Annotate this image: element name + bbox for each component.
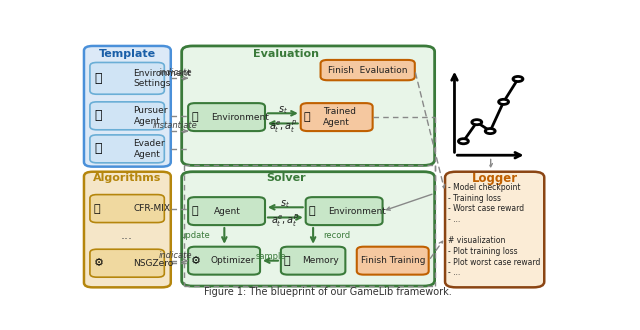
Text: Finish  Evaluation: Finish Evaluation (328, 66, 408, 75)
Circle shape (513, 77, 523, 82)
Text: 🤖: 🤖 (304, 112, 310, 122)
FancyBboxPatch shape (321, 60, 415, 80)
FancyBboxPatch shape (188, 247, 260, 275)
Text: ⛛: ⛛ (94, 204, 100, 214)
Text: 🏃: 🏃 (94, 142, 101, 155)
Text: Agent: Agent (214, 207, 241, 215)
Text: # visualization: # visualization (448, 236, 506, 245)
Text: Trained
Agent: Trained Agent (323, 107, 356, 127)
FancyBboxPatch shape (84, 172, 171, 287)
Text: - Worst case reward: - Worst case reward (448, 204, 524, 213)
Text: $s_t$: $s_t$ (278, 104, 288, 116)
Text: Evaluation: Evaluation (253, 50, 319, 59)
Text: Environment: Environment (211, 113, 269, 121)
Text: sample: sample (255, 251, 286, 261)
Text: $a_t^e, a_t^p$: $a_t^e, a_t^p$ (271, 213, 299, 229)
Text: Template: Template (99, 49, 156, 59)
Text: - Training loss: - Training loss (448, 194, 501, 203)
Text: indicate: indicate (159, 251, 192, 260)
Text: update: update (180, 231, 211, 240)
Text: Logger: Logger (472, 172, 518, 185)
Text: - Plot training loss: - Plot training loss (448, 247, 518, 256)
Text: - Plot worst case reward: - Plot worst case reward (448, 258, 540, 267)
Text: - ...: - ... (448, 268, 460, 277)
FancyBboxPatch shape (182, 172, 435, 286)
Text: record: record (323, 231, 350, 240)
Text: Environment: Environment (328, 207, 386, 215)
Text: CFR-MIX: CFR-MIX (134, 204, 171, 213)
FancyBboxPatch shape (281, 247, 346, 275)
Text: Pursuer
Agent: Pursuer Agent (134, 106, 168, 125)
Text: 🗺: 🗺 (94, 72, 101, 85)
Text: Figure 1: The blueprint of our GameLib framework.: Figure 1: The blueprint of our GameLib f… (204, 287, 452, 297)
Text: indicate: indicate (159, 68, 192, 77)
FancyBboxPatch shape (90, 135, 164, 163)
Text: - Model checkpoint: - Model checkpoint (448, 183, 520, 192)
FancyBboxPatch shape (90, 195, 164, 222)
Text: 👮: 👮 (94, 109, 101, 122)
FancyBboxPatch shape (188, 103, 265, 131)
Text: ⚙: ⚙ (191, 256, 201, 266)
Text: Evader
Agent: Evader Agent (134, 139, 165, 158)
Circle shape (472, 120, 482, 125)
Circle shape (458, 139, 468, 144)
Text: instantiate: instantiate (153, 121, 198, 130)
FancyBboxPatch shape (90, 249, 164, 277)
FancyBboxPatch shape (301, 103, 372, 131)
Text: 🗺: 🗺 (308, 206, 316, 216)
Text: Optimizer: Optimizer (211, 256, 255, 265)
FancyBboxPatch shape (306, 197, 383, 225)
Text: 🗺: 🗺 (191, 112, 198, 122)
Text: $s_t$: $s_t$ (280, 198, 290, 210)
Text: 💾: 💾 (284, 256, 291, 266)
Text: - ...: - ... (448, 215, 460, 224)
FancyBboxPatch shape (188, 197, 265, 225)
Text: ···: ··· (121, 233, 133, 246)
Text: ⚙: ⚙ (94, 258, 104, 268)
FancyBboxPatch shape (356, 247, 429, 275)
FancyBboxPatch shape (90, 102, 164, 130)
Text: $a_t^e, a_t^p$: $a_t^e, a_t^p$ (269, 118, 297, 135)
Text: Solver: Solver (266, 173, 306, 183)
Text: Algorithms: Algorithms (93, 173, 161, 183)
Text: NSGZero: NSGZero (134, 259, 174, 268)
FancyBboxPatch shape (84, 46, 171, 167)
Text: Memory: Memory (302, 256, 339, 265)
Text: 🤖: 🤖 (191, 206, 198, 216)
Circle shape (485, 129, 495, 134)
FancyBboxPatch shape (90, 62, 164, 94)
Text: Environment
Settings: Environment Settings (134, 69, 191, 88)
FancyBboxPatch shape (182, 46, 435, 165)
Circle shape (499, 99, 509, 104)
Text: Finish Training: Finish Training (361, 256, 425, 265)
FancyBboxPatch shape (445, 172, 544, 287)
